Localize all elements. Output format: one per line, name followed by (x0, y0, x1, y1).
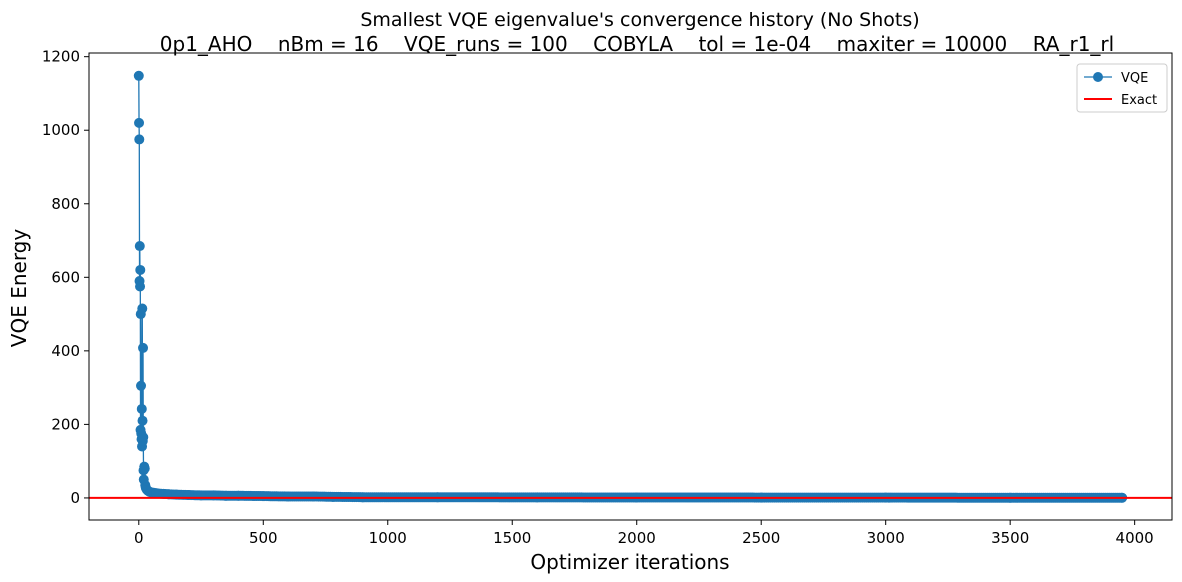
vqe-point (258, 491, 269, 502)
chart-subtitle: 0p1_AHO nBm = 16 VQE_runs = 100 COBYLA t… (160, 32, 1114, 56)
vqe-point (138, 432, 149, 443)
y-tick-label: 1200 (42, 48, 80, 66)
x-tick-label: 2500 (742, 529, 780, 547)
legend-vqe-label: VQE (1121, 71, 1148, 86)
plot-frame (88, 52, 1173, 521)
vqe-point (308, 491, 319, 502)
legend-exact-label: Exact (1121, 93, 1157, 108)
axes-layer: 0 500 1000 1500 2000 2500 3000 3500 4000 0 200 400 6… (42, 48, 1173, 547)
y-tick-label: 0 (70, 489, 80, 507)
y-tick-label: 800 (51, 195, 80, 213)
y-tick-label: 1000 (42, 121, 80, 139)
vqe-point (136, 403, 147, 414)
vqe-point (283, 491, 294, 502)
x-tick-label: 500 (249, 529, 278, 547)
vqe-point (134, 241, 145, 252)
x-tick-label: 4000 (1116, 529, 1154, 547)
vqe-series-line (138, 75, 1123, 499)
x-tick-label: 1500 (493, 529, 531, 547)
vqe-point (134, 134, 145, 145)
chart-title: Smallest VQE eigenvalue's convergence hi… (360, 9, 919, 31)
y-tick-label: 600 (51, 268, 80, 286)
vqe-point (135, 264, 146, 275)
vqe-point (134, 117, 145, 128)
legend-vqe-marker (1093, 72, 1103, 82)
vqe-point (137, 415, 148, 426)
vqe-point (233, 490, 244, 501)
vqe-point (139, 463, 150, 474)
vqe-point (137, 303, 148, 314)
vqe-point (220, 490, 231, 501)
legend: VQE Exact (1076, 63, 1168, 113)
vqe-point (135, 281, 146, 292)
x-axis-label: Optimizer iterations (530, 550, 729, 574)
vqe-point (163, 489, 174, 500)
y-tick-label: 200 (51, 415, 80, 433)
vqe-point (133, 70, 144, 81)
x-tick-label: 3500 (991, 529, 1029, 547)
vqe-point (327, 491, 338, 502)
series-layer (89, 70, 1172, 503)
x-tick-label: 2000 (618, 529, 656, 547)
vqe-point (138, 342, 149, 353)
vqe-point (136, 380, 147, 391)
y-tick-label: 400 (51, 342, 80, 360)
x-tick-label: 1000 (369, 529, 407, 547)
y-axis-label: VQE Energy (7, 229, 31, 348)
x-tick-label: 0 (134, 529, 144, 547)
x-tick-label: 3000 (867, 529, 905, 547)
